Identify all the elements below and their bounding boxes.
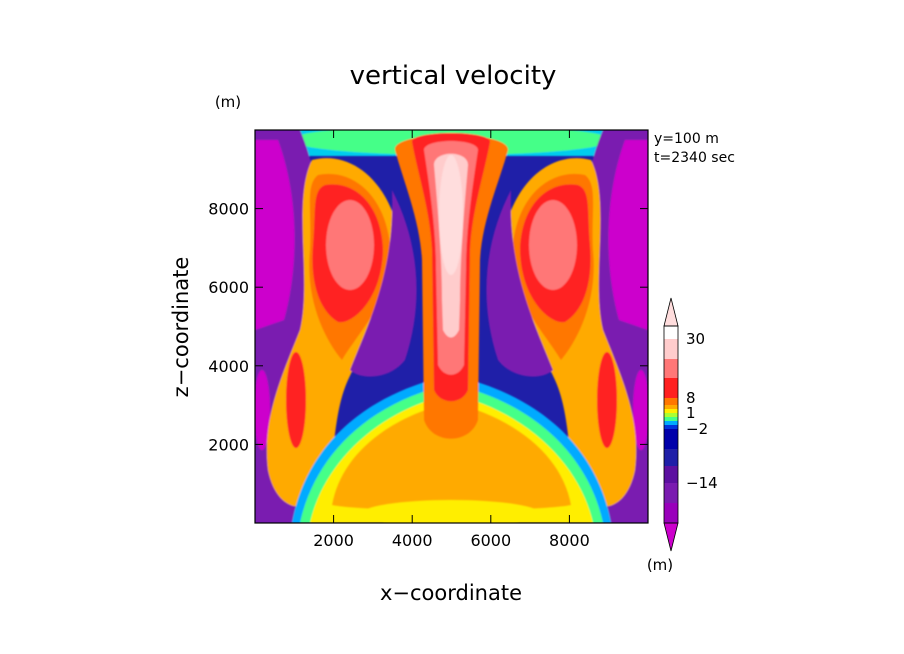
y-tick-label: 4000 [208,357,249,376]
x-tick-label: 4000 [392,531,433,550]
colorbar-band [664,425,678,429]
colorbar-band [664,421,678,425]
colorbar-band [664,405,678,409]
colorbar-band [664,483,678,503]
x-axis: 2000 4000 6000 8000 [313,130,590,550]
colorbar-band [664,449,678,466]
contour-dome-base-yellow [361,500,541,523]
colorbar-band [664,503,678,523]
colorbar-band [664,409,678,413]
contour-mid-left-purple [350,190,417,377]
contour-dome-orange [332,402,571,511]
plot-frame [254,129,649,524]
colorbar-upper-arrow [663,297,679,327]
colorbar-frame [663,325,679,524]
plot-area [254,129,649,524]
contour-right-low-red [597,352,617,448]
info-line-t: t=2340 sec [654,150,735,166]
colorbar-band [664,429,678,449]
contour-mid-right-purple [486,190,553,377]
colorbar-band [664,413,678,417]
y-tick-label: 8000 [208,200,249,219]
colorbar-tick-label: 1 [686,404,696,422]
y-unit-label: (m) [215,93,241,111]
colorbar-lower-arrow [663,522,679,552]
contour-center-core [439,155,463,275]
info-line-y: y=100 m [654,131,719,147]
contour-left-magenta [255,140,295,330]
x-axis-label: x−coordinate [380,581,522,605]
colorbar-tick-label: −14 [686,474,718,492]
chart-title: vertical velocity [350,61,557,91]
contour-right-low-magenta [633,370,648,450]
y-tick-label: 2000 [208,435,249,454]
contour-right-pink [529,200,577,290]
colorbar-tick-label: 8 [686,389,696,407]
velocity-contours [255,130,648,523]
contour-left-pink [326,200,374,290]
contour-right-magenta [608,140,648,330]
colorbar-tick-label: 30 [686,330,705,348]
y-axis-label: z−coordinate [169,257,193,398]
y-tick-label: 6000 [208,278,249,297]
colorbar-band [664,417,678,421]
x-tick-label: 2000 [313,531,354,550]
colorbar-band [664,466,678,483]
colorbar-unit-label: (m) [647,556,673,574]
colorbar-tick-label: −2 [686,420,708,438]
x-tick-label: 6000 [470,531,511,550]
colorbar-band [664,359,678,378]
contour-left-low-magenta [255,370,270,450]
colorbar-band [664,378,678,398]
x-tick-label: 8000 [549,531,590,550]
colorbar: 30 81−2 −14 [663,297,718,552]
y-axis: 2000 4000 6000 8000 [208,200,648,454]
contour-left-low-red [286,352,306,448]
colorbar-band [664,398,678,405]
colorbar-band [664,339,678,359]
